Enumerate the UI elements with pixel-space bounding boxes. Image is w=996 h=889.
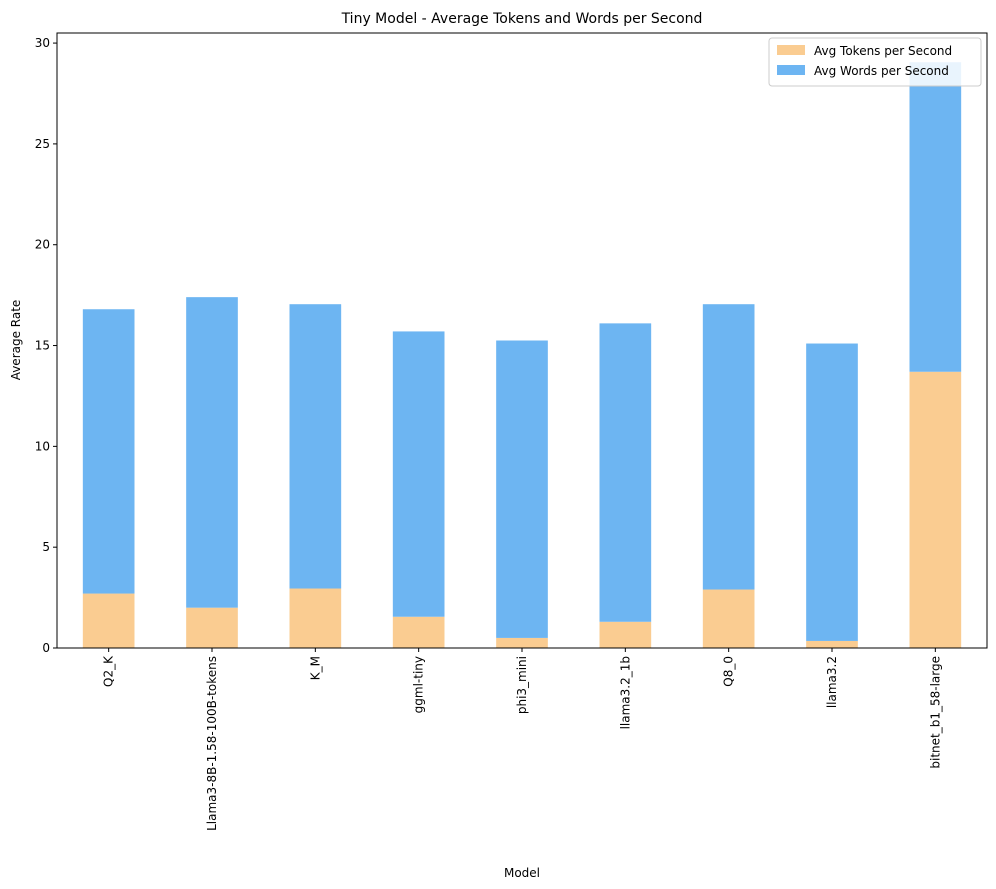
bar-words-8 <box>909 62 962 372</box>
legend: Avg Tokens per Second Avg Words per Secon… <box>768 37 982 87</box>
x-tick-label-6: Q8_0 <box>722 656 736 687</box>
bar-words-7 <box>806 343 858 641</box>
x-tick-label-3: ggml-tiny <box>412 656 426 713</box>
legend-label-0: Avg Tokens per Second <box>814 44 952 58</box>
x-tick-label-0: Q2_K <box>102 655 116 687</box>
x-tick-label-4: phi3_mini <box>515 656 529 714</box>
legend-swatch-1 <box>777 65 805 75</box>
legend-swatch-0 <box>777 45 805 55</box>
bar-tokens-6 <box>702 589 755 648</box>
bar-words-0 <box>82 309 135 594</box>
bar-tokens-8 <box>909 371 962 648</box>
x-tick-label-7: llama3.2 <box>825 656 839 708</box>
y-tick-label: 0 <box>42 641 50 655</box>
bar-words-6 <box>702 304 755 590</box>
bar-words-2 <box>289 304 342 589</box>
bar-tokens-2 <box>289 588 342 648</box>
y-tick-label: 20 <box>35 238 50 252</box>
legend-box <box>768 37 982 87</box>
x-tick-label-8: bitnet_b1_58-large <box>928 656 942 769</box>
y-tick-label: 5 <box>42 540 50 554</box>
bar-words-1 <box>186 297 238 608</box>
x-axis-label: Model <box>504 866 540 880</box>
y-tick-label: 25 <box>35 137 50 151</box>
x-tick-label-5: llama3.2_1b <box>618 656 632 729</box>
bar-tokens-1 <box>186 607 238 648</box>
bar-tokens-4 <box>496 637 548 648</box>
bar-tokens-7 <box>806 640 858 648</box>
bar-tokens-0 <box>82 593 135 648</box>
bar-words-3 <box>392 331 445 617</box>
bar-tokens-3 <box>392 616 445 648</box>
bar-tokens-5 <box>599 621 652 648</box>
legend-label-1: Avg Words per Second <box>814 64 949 78</box>
y-tick-label: 30 <box>35 36 50 50</box>
y-axis-label: Average Rate <box>9 300 23 381</box>
y-tick-label: 10 <box>35 439 50 453</box>
bar-words-4 <box>496 340 548 638</box>
y-tick-label: 15 <box>35 339 50 353</box>
plot-area: 0 5 10 15 20 25 30 Q2_K Llama3-8B-1.58-100B-toke… <box>35 32 988 831</box>
x-tick-label-1: Llama3-8B-1.58-100B-tokens <box>205 656 219 831</box>
chart-title: Tiny Model - Average Tokens and Words pe… <box>341 11 703 27</box>
bar-words-5 <box>599 323 652 622</box>
x-tick-label-2: K_M <box>308 656 322 680</box>
